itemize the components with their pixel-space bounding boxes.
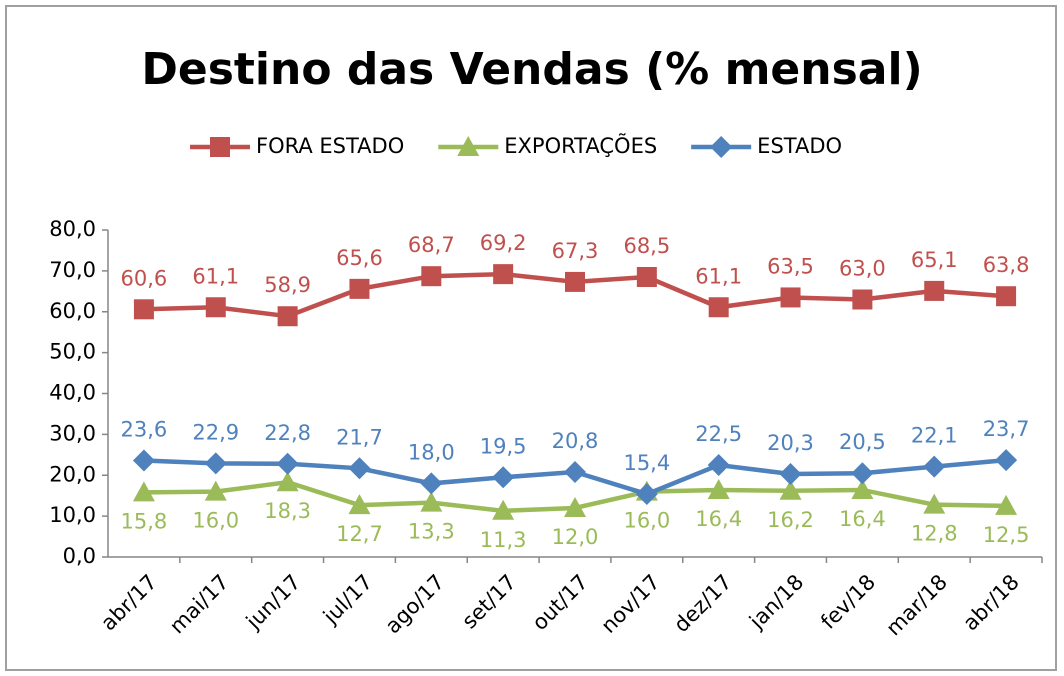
data-point [851,478,874,499]
data-point [779,479,802,500]
y-tick-label: 20,0 [49,462,96,486]
data-label: 15,4 [623,451,670,475]
data-label: 68,7 [408,233,455,257]
data-label: 11,3 [480,528,527,552]
data-point [564,460,586,483]
data-point [707,454,730,477]
data-point [636,267,657,288]
data-label: 61,1 [192,264,239,288]
data-label: 12,0 [552,525,599,549]
legend-marker [710,136,733,158]
data-point [565,271,585,292]
data-label: 67,3 [552,239,599,263]
data-point [924,280,945,301]
data-label: 22,1 [911,424,958,448]
data-label: 13,3 [408,520,455,544]
data-label: 63,0 [839,256,886,280]
data-point [132,449,155,472]
data-label: 16,4 [839,507,886,531]
data-point [204,480,227,501]
data-label: 20,5 [839,430,886,454]
data-point [707,478,730,499]
y-tick-label: 0,0 [63,544,96,568]
data-point [349,278,370,299]
data-point [493,264,514,285]
data-label: 20,8 [552,429,599,453]
data-point [635,483,658,506]
data-label: 60,6 [121,266,168,290]
data-point [923,455,946,478]
data-label: 65,1 [911,248,958,272]
data-label: 16,0 [623,509,670,533]
data-label: 16,0 [192,509,239,533]
data-point [348,457,371,480]
data-label: 18,0 [408,440,455,464]
y-tick-label: 30,0 [49,421,96,445]
data-label: 16,4 [695,507,742,531]
legend-label: FORA ESTADO [256,134,404,158]
data-point [421,266,442,287]
data-label: 69,2 [480,231,527,255]
data-point [492,466,515,489]
data-label: 12,5 [983,523,1030,547]
data-label: 21,7 [336,425,383,449]
data-point [779,463,802,486]
chart-frame [5,5,1057,671]
data-label: 61,1 [695,264,742,288]
data-label: 15,8 [121,509,168,533]
data-label: 65,6 [336,246,383,270]
data-label: 22,8 [264,421,311,445]
data-label: 23,6 [121,418,168,442]
data-point [204,452,227,475]
data-label: 20,3 [767,431,814,455]
data-label: 22,9 [192,420,239,444]
data-label: 58,9 [264,273,311,297]
data-label: 18,3 [264,499,311,523]
data-point [420,491,443,512]
legend-label: ESTADO [757,134,842,158]
y-tick-label: 70,0 [49,258,96,282]
data-label: 16,2 [767,508,814,532]
y-tick-label: 60,0 [49,299,96,323]
y-tick-label: 50,0 [49,340,96,364]
y-tick-label: 10,0 [49,503,96,527]
y-tick-label: 40,0 [49,381,96,405]
legend-marker [457,136,480,156]
data-point [780,287,801,308]
data-label: 12,8 [911,522,958,546]
data-point [852,289,873,310]
data-point [564,496,586,517]
legend-marker [210,137,230,157]
data-label: 19,5 [480,434,527,458]
data-point [132,481,155,502]
data-point [133,299,154,320]
data-label: 68,5 [623,234,670,258]
data-point [995,494,1018,515]
data-point [923,493,946,514]
data-point [348,494,371,515]
data-point [205,297,226,318]
data-label: 22,5 [695,422,742,446]
data-label: 12,7 [336,522,383,546]
y-tick-label: 80,0 [49,217,96,241]
data-point [420,472,443,495]
data-point [995,449,1018,472]
data-point [851,462,874,485]
data-point [708,297,729,318]
data-point [996,286,1017,307]
data-point [277,306,298,327]
data-label: 23,7 [983,417,1030,441]
data-point [276,471,299,492]
data-point [492,499,515,520]
legend-label: EXPORTAÇÕES [504,132,657,158]
data-label: 63,5 [767,254,814,278]
data-point [276,452,299,475]
chart-title: Destino das Vendas (% mensal) [141,44,922,95]
data-label: 63,8 [983,253,1030,277]
